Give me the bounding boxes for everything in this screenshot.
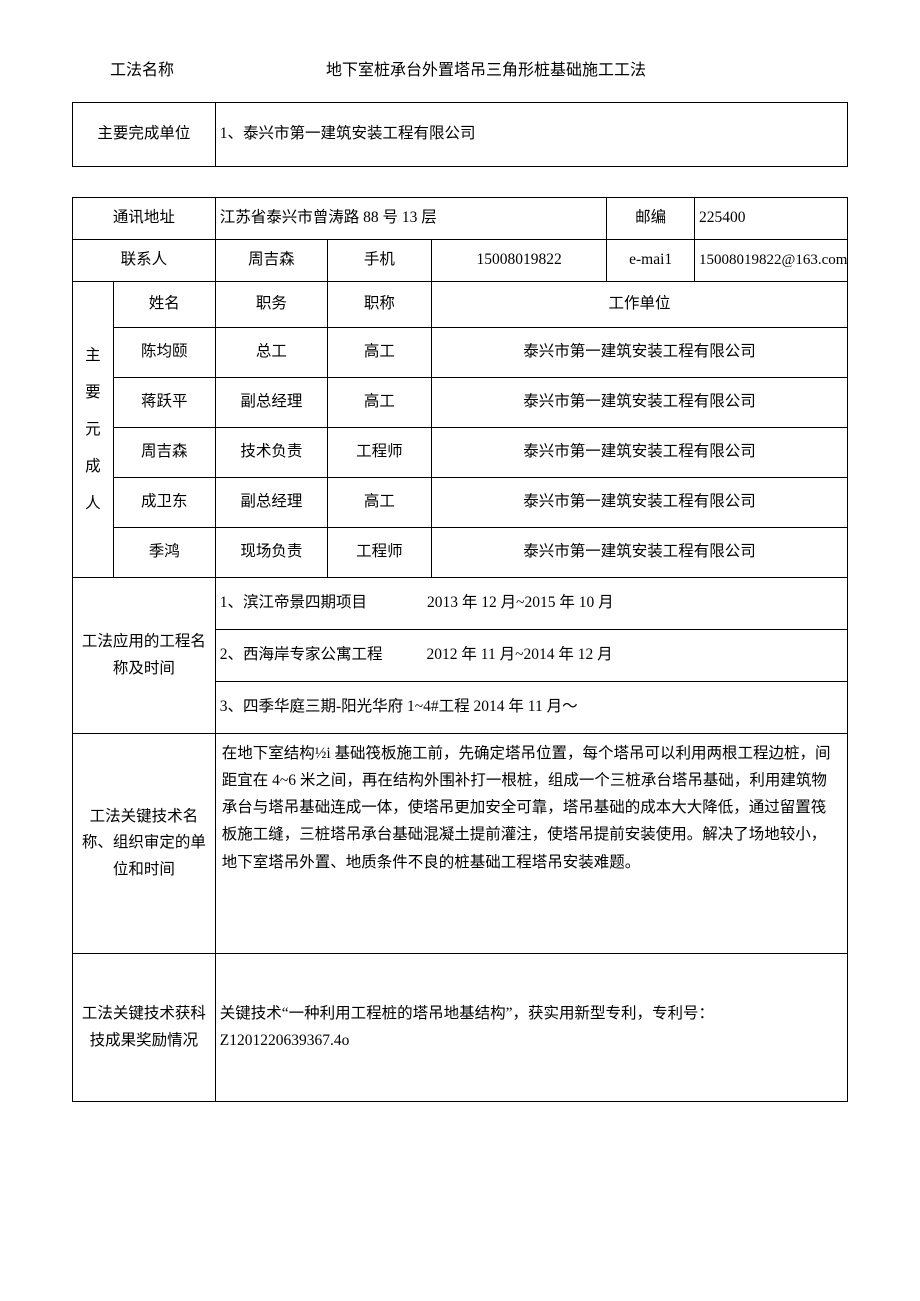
person-workplace: 泰兴市第一建筑安装工程有限公司 xyxy=(431,478,847,528)
award-label: 工法关键技术获科技成果奖励情况 xyxy=(73,954,216,1102)
project-name: 3、四季华庭三期-阳光华府 1~4#工程 2014 年 11 月～ xyxy=(220,698,578,715)
project-name: 1、滨江帝景四期项目 xyxy=(220,594,367,611)
form-table: 主要完成单位 1、泰兴市第一建筑安装工程有限公司 xyxy=(72,102,848,167)
person-workplace: 泰兴市第一建筑安装工程有限公司 xyxy=(431,378,847,428)
person-name: 成卫东 xyxy=(113,478,215,528)
project-period: 2012 年 11 月~2014 年 12 月 xyxy=(427,646,613,663)
project-row: 工法应用的工程名称及时间 1、滨江帝景四期项目2013 年 12 月~2015 … xyxy=(73,578,848,630)
contact-phone-label: 手机 xyxy=(327,240,431,282)
person-position: 总工 xyxy=(215,328,327,378)
project-item: 2、西海岸专家公寓工程 2012 年 11 月~2014 年 12 月 xyxy=(215,630,847,682)
person-name: 周吉森 xyxy=(113,428,215,478)
people-header-workplace: 工作单位 xyxy=(431,282,847,328)
header-label: 工法名称 xyxy=(110,56,174,80)
person-workplace: 泰兴市第一建筑安装工程有限公司 xyxy=(431,328,847,378)
project-name: 2、西海岸专家公寓工程 xyxy=(220,646,383,663)
details-table: 通讯地址 江苏省泰兴市曾涛路 88 号 13 层 邮编 225400 联系人 周… xyxy=(72,197,848,1102)
person-workplace: 泰兴市第一建筑安装工程有限公司 xyxy=(431,528,847,578)
section-gap xyxy=(72,167,848,197)
table-row: 成卫东 副总经理 高工 泰兴市第一建筑安装工程有限公司 xyxy=(73,478,848,528)
contact-name: 周吉森 xyxy=(215,240,327,282)
contact-row: 联系人 周吉森 手机 15008019822 e-mai1 1500801982… xyxy=(73,240,848,282)
technology-text: 在地下室结构½i 基础筏板施工前，先确定塔吊位置，每个塔吊可以利用两根工程边桩，… xyxy=(215,734,847,954)
address-label: 通讯地址 xyxy=(73,198,216,240)
person-title: 高工 xyxy=(327,328,431,378)
unit-row: 主要完成单位 1、泰兴市第一建筑安装工程有限公司 xyxy=(73,103,848,167)
award-text: 关键技术“一种利用工程桩的塔吊地基结构”，获实用新型专利，专利号：Z120122… xyxy=(215,954,847,1102)
contact-phone: 15008019822 xyxy=(431,240,606,282)
contact-email: 15008019822@163.com xyxy=(695,240,848,282)
technology-row: 工法关键技术名称、组织审定的单位和时间 在地下室结构½i 基础筏板施工前，先确定… xyxy=(73,734,848,954)
person-name: 季鸿 xyxy=(113,528,215,578)
person-title: 工程师 xyxy=(327,428,431,478)
people-header-row: 主要元成人 姓名 职务 职称 工作单位 xyxy=(73,282,848,328)
person-title: 工程师 xyxy=(327,528,431,578)
header-value: 地下室桩承台外置塔吊三角形桩基础施工工法 xyxy=(326,56,646,80)
table-row: 周吉森 技术负责 工程师 泰兴市第一建筑安装工程有限公司 xyxy=(73,428,848,478)
people-header-title: 职称 xyxy=(327,282,431,328)
postcode-value: 225400 xyxy=(695,198,848,240)
address-row: 通讯地址 江苏省泰兴市曾涛路 88 号 13 层 邮编 225400 xyxy=(73,198,848,240)
people-header-name: 姓名 xyxy=(113,282,215,328)
project-period: 2013 年 12 月~2015 年 10 月 xyxy=(427,594,614,611)
unit-label: 主要完成单位 xyxy=(73,103,216,167)
projects-label: 工法应用的工程名称及时间 xyxy=(73,578,216,734)
table-row: 季鸿 现场负责 工程师 泰兴市第一建筑安装工程有限公司 xyxy=(73,528,848,578)
people-header-position: 职务 xyxy=(215,282,327,328)
person-title: 高工 xyxy=(327,378,431,428)
contact-email-label: e-mai1 xyxy=(607,240,695,282)
person-position: 副总经理 xyxy=(215,478,327,528)
table-row: 蒋跃平 副总经理 高工 泰兴市第一建筑安装工程有限公司 xyxy=(73,378,848,428)
person-position: 副总经理 xyxy=(215,378,327,428)
unit-value: 1、泰兴市第一建筑安装工程有限公司 xyxy=(215,103,847,167)
address-value: 江苏省泰兴市曾涛路 88 号 13 层 xyxy=(215,198,607,240)
postcode-label: 邮编 xyxy=(607,198,695,240)
table-row: 陈均颐 总工 高工 泰兴市第一建筑安装工程有限公司 xyxy=(73,328,848,378)
person-title: 高工 xyxy=(327,478,431,528)
person-workplace: 泰兴市第一建筑安装工程有限公司 xyxy=(431,428,847,478)
person-position: 现场负责 xyxy=(215,528,327,578)
header-line: 工法名称 地下室桩承台外置塔吊三角形桩基础施工工法 xyxy=(72,56,848,102)
project-item: 3、四季华庭三期-阳光华府 1~4#工程 2014 年 11 月～ xyxy=(215,682,847,734)
people-section-label: 主要元成人 xyxy=(73,282,114,578)
person-position: 技术负责 xyxy=(215,428,327,478)
project-item: 1、滨江帝景四期项目 2013 年 12 月~2015 年 10 月 xyxy=(215,578,847,630)
contact-label: 联系人 xyxy=(73,240,216,282)
person-name: 蒋跃平 xyxy=(113,378,215,428)
award-row: 工法关键技术获科技成果奖励情况 关键技术“一种利用工程桩的塔吊地基结构”，获实用… xyxy=(73,954,848,1102)
technology-label: 工法关键技术名称、组织审定的单位和时间 xyxy=(73,734,216,954)
person-name: 陈均颐 xyxy=(113,328,215,378)
